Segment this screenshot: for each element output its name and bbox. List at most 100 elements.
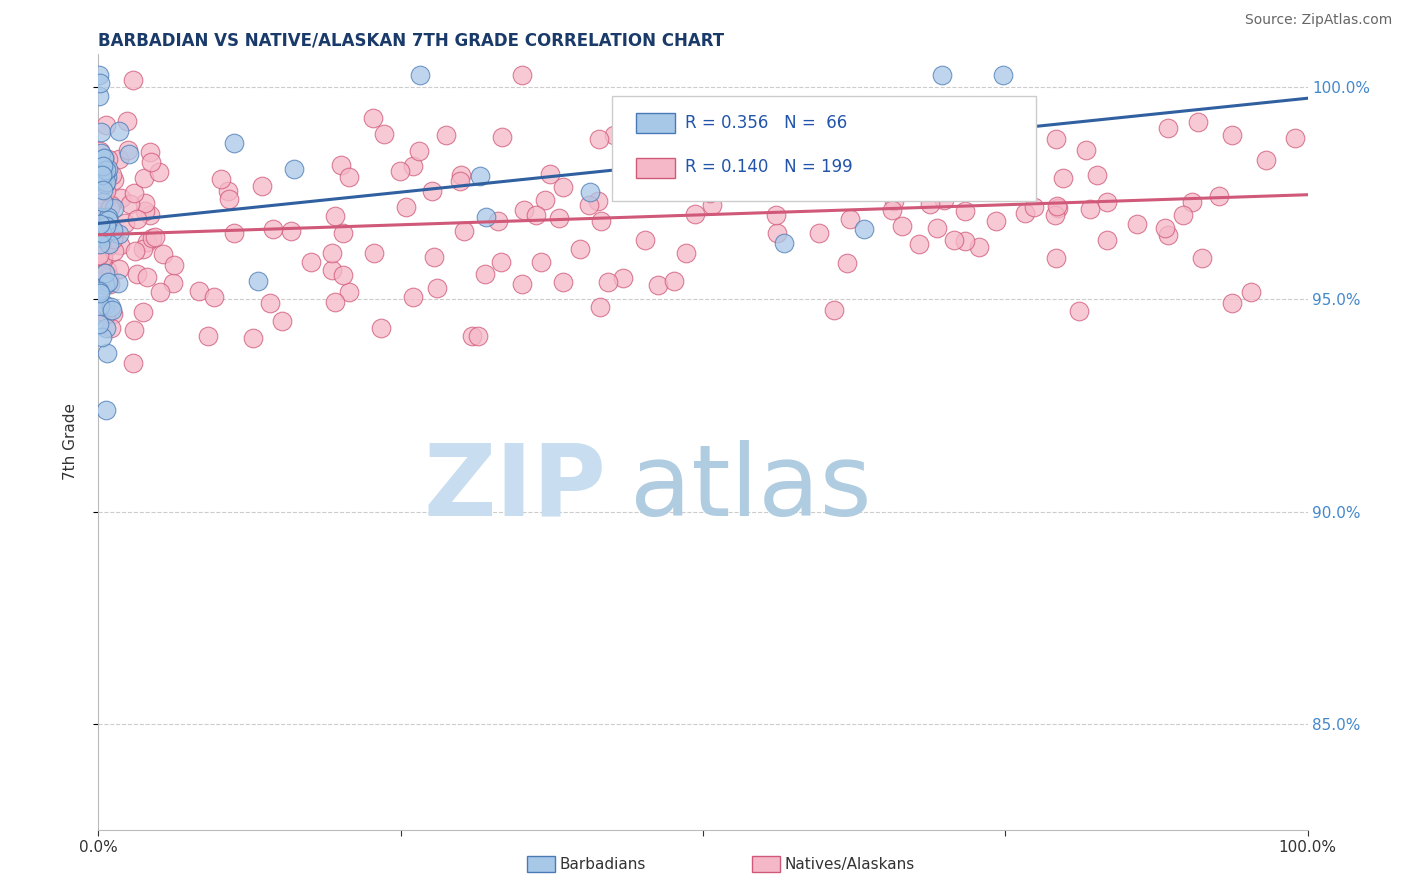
Point [1010,171,1032,186]
Point [890,219,912,233]
Point [118,147,141,161]
Point [773,235,796,250]
Point [250,179,273,194]
Point [242,331,264,345]
Point [934,193,956,207]
Point [579,185,602,199]
Point [100,198,122,212]
Point [97,275,120,289]
Point [603,128,626,143]
Point [124,323,146,337]
Point [578,197,600,211]
Point [586,194,609,209]
Point [402,159,425,173]
Point [101,302,124,317]
Point [87,212,110,227]
Point [209,172,232,186]
Point [837,256,859,270]
Point [589,300,612,314]
Point [700,198,723,212]
Text: R = 0.140   N = 199: R = 0.140 N = 199 [685,158,852,176]
Point [134,196,156,211]
Point [98,201,121,215]
Point [94,226,117,240]
Point [434,128,457,142]
Point [96,118,118,132]
Point [96,345,118,359]
Point [87,89,110,103]
Point [765,208,787,222]
Point [96,403,118,417]
Point [1220,296,1243,310]
Point [94,266,117,280]
Point [614,170,637,185]
Point [1187,115,1209,129]
Point [107,262,129,277]
Point [1154,221,1177,235]
Point [657,175,679,189]
Y-axis label: 7th Grade: 7th Grade [63,403,77,480]
Point [907,237,929,252]
Point [513,203,536,218]
Point [756,153,779,167]
Point [991,102,1014,116]
Point [321,263,343,277]
Point [538,167,561,181]
Point [1078,202,1101,216]
Point [1045,251,1067,265]
Point [967,240,990,254]
Point [90,125,112,139]
Point [1067,304,1090,318]
Point [90,225,112,239]
Point [838,212,860,227]
Point [91,253,114,268]
Point [93,151,115,165]
Point [363,111,385,125]
Point [373,127,395,141]
Point [87,199,110,213]
Point [423,250,446,264]
Point [1045,131,1067,145]
Point [163,258,186,272]
Point [959,153,981,167]
Point [675,246,697,260]
Point [91,166,114,180]
Point [100,300,122,314]
Bar [637,158,675,178]
Point [337,169,360,184]
Point [658,140,681,154]
Point [955,235,977,249]
Point [330,158,353,172]
Point [115,114,138,128]
Point [93,151,115,165]
Point [125,211,148,226]
Point [100,219,122,233]
Point [131,242,153,256]
Point [955,204,977,219]
Point [489,255,512,269]
Point [89,285,111,300]
Point [271,314,294,328]
Point [101,307,124,321]
Point [389,164,412,178]
Text: BARBADIAN VS NATIVE/ALASKAN 7TH GRADE CORRELATION CHART: BARBADIAN VS NATIVE/ALASKAN 7TH GRADE CO… [98,31,724,49]
Point [94,298,117,312]
Point [139,208,162,222]
Text: Natives/Alaskans: Natives/Alaskans [785,857,915,871]
Point [1085,168,1108,182]
Point [486,214,509,228]
Point [91,159,114,173]
Point [475,210,498,224]
Point [120,196,142,211]
Point [882,203,904,218]
Point [1008,120,1031,134]
Point [93,277,115,292]
Point [1254,153,1277,167]
Point [283,161,305,176]
Point [807,227,830,241]
Point [683,207,706,221]
Point [87,204,110,219]
Point [91,194,114,209]
Point [1240,285,1263,300]
Point [96,169,118,184]
